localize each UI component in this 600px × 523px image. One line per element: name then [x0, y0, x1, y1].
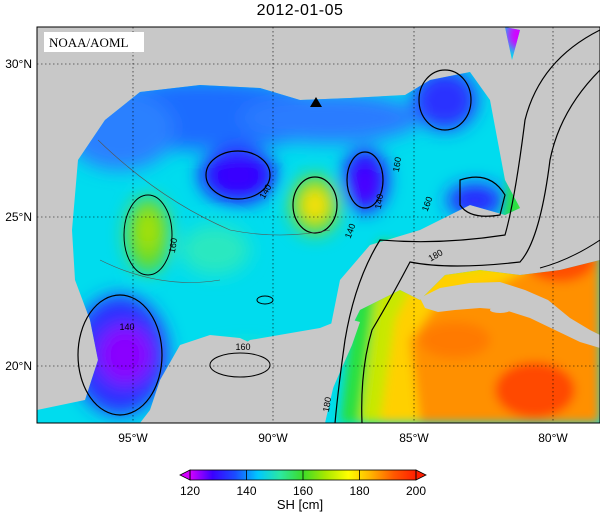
colorbar-left-arrow: [179, 469, 191, 481]
latitude-tick-label: 25°N: [5, 210, 32, 224]
island: [574, 197, 586, 203]
cuba-landmass: [420, 282, 600, 348]
contour-label: 180: [321, 396, 333, 413]
latitude-labels: 30°N 25°N 20°N: [5, 57, 32, 373]
credit-box: [44, 32, 144, 52]
colorbar-label: SH [cm]: [276, 497, 324, 512]
colorbar-tick-label: 120: [180, 484, 200, 498]
contour-label: 140: [343, 222, 358, 240]
colorbar-tick-label: 160: [293, 484, 313, 498]
contour-label: 140: [119, 322, 134, 332]
island: [490, 307, 510, 313]
graticule: [37, 27, 600, 423]
colorbar-tick-label: 200: [406, 484, 426, 498]
contour-lines: [77, 29, 600, 423]
contour-label: 160: [391, 156, 403, 173]
longitude-tick-label: 80°W: [538, 431, 568, 445]
latitude-tick-label: 30°N: [5, 57, 32, 71]
colorbar-tick-label: 180: [349, 484, 369, 498]
station-marker: [310, 97, 322, 107]
map-frame: [36, 26, 600, 424]
colorbar-ticks: 120 140 160 180 200: [180, 470, 426, 498]
yucatan-landmass: [212, 318, 360, 423]
latitude-tick-label: 20°N: [5, 359, 32, 373]
longitude-tick-label: 85°W: [399, 431, 429, 445]
colorbar: 120 140 160 180 200: [179, 469, 427, 498]
longitude-tick-label: 90°W: [258, 431, 288, 445]
contour-label: 160: [420, 195, 435, 213]
colorbar-tick-label: 140: [236, 484, 256, 498]
contour-label: 140: [373, 193, 385, 210]
longitude-tick-label: 95°W: [118, 431, 148, 445]
map-title: 2012-01-05: [256, 2, 344, 19]
contour-label: 160: [235, 342, 250, 352]
longitude-labels: 95°W 90°W 85°W 80°W: [118, 431, 568, 445]
colorbar-right-arrow: [415, 469, 427, 481]
contour-label: 160: [167, 237, 179, 254]
landmasses: [212, 151, 600, 423]
credit-text: NOAA/AOML: [49, 35, 129, 50]
